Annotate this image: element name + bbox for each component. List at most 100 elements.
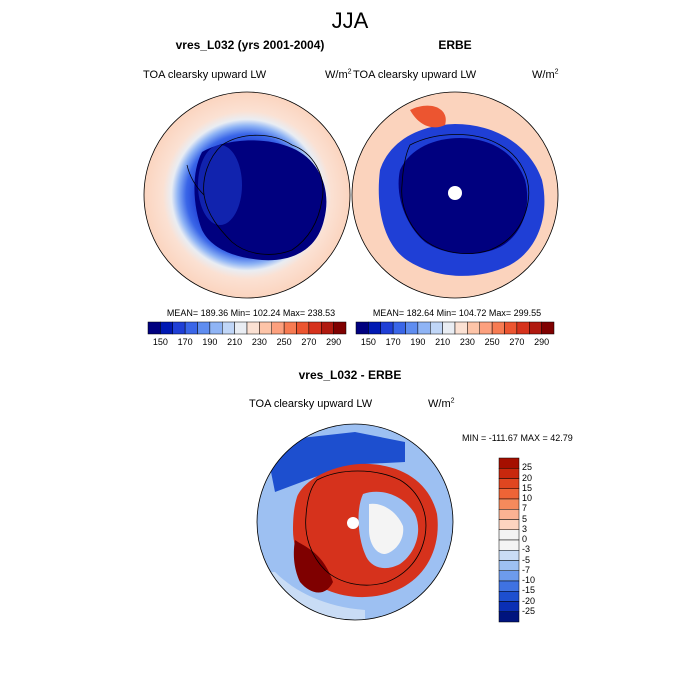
- colorbar-swatch: [234, 321, 248, 335]
- colorbar-tick-label: 230: [251, 337, 267, 347]
- panel1-stats: MEAN= 189.36 Min= 102.24 Max= 238.53: [166, 308, 336, 318]
- colorbar-swatch: [417, 321, 431, 335]
- colorbar-swatch: [380, 321, 394, 335]
- colorbar-swatch: [209, 321, 223, 335]
- panel2-warm-patch: [410, 105, 446, 128]
- panel2-units: W/m2: [532, 68, 559, 81]
- panel3-variable: TOA clearsky upward LW: [249, 398, 373, 410]
- colorbar-swatch: [498, 509, 520, 520]
- colorbar-tick-label: 230: [459, 337, 475, 347]
- colorbar-swatch: [479, 321, 493, 335]
- colorbar-swatch: [498, 591, 520, 602]
- colorbar-tick-label: 0: [522, 534, 528, 544]
- colorbar-swatch: [259, 321, 272, 335]
- colorbar-tick-label: 190: [202, 337, 218, 347]
- colorbar-tick-label: 190: [410, 337, 426, 347]
- colorbar-tick-label: -3: [522, 544, 531, 555]
- panel3-title: vres_L032 - ERBE: [298, 368, 402, 382]
- panel3-colorbar: [498, 457, 520, 623]
- panel3-colorbar-labels: 25 20 15 10 7 5 3 0 -3 -5 -7 -10 -15 -20 -25: [522, 458, 552, 622]
- colorbar-swatch: [467, 321, 480, 335]
- colorbar-swatch: [504, 321, 518, 335]
- colorbar-swatch: [498, 457, 520, 469]
- colorbar-tick-label: 210: [435, 337, 451, 347]
- colorbar-tick-label: 270: [509, 337, 525, 347]
- colorbar-tick-label: 210: [227, 337, 243, 347]
- colorbar-tick-label: -10: [522, 575, 536, 585]
- colorbar-tick-label: 7: [522, 503, 528, 514]
- panel1-map: [143, 91, 351, 299]
- colorbar-swatch: [498, 560, 520, 571]
- panel1-map-border: [143, 91, 351, 299]
- colorbar-swatch: [321, 321, 334, 335]
- panel2-antarctica-coastline: [401, 134, 530, 254]
- colorbar-tick-label: -15: [522, 585, 536, 596]
- panel2-colorbar: [355, 321, 555, 335]
- colorbar-swatch: [283, 321, 297, 335]
- colorbar-swatch: [498, 611, 520, 623]
- panel1-units: W/m2: [325, 68, 352, 81]
- figure-title: JJA: [331, 8, 369, 33]
- colorbar-swatch: [498, 468, 520, 479]
- panel2-interior: [398, 138, 528, 255]
- panel1-colorbar: [147, 321, 347, 335]
- colorbar-tick-label: 150: [360, 337, 376, 347]
- colorbar-swatch: [271, 321, 285, 335]
- panel3-units: W/m2: [428, 397, 455, 410]
- colorbar-swatch: [498, 550, 520, 561]
- colorbar-tick-label: 25: [522, 462, 533, 473]
- panel1-title: vres_L032 (yrs 2001-2004): [175, 38, 325, 52]
- colorbar-swatch: [498, 478, 520, 489]
- colorbar-swatch: [184, 321, 198, 335]
- colorbar-tick-label: 150: [152, 337, 168, 347]
- colorbar-tick-label: 20: [522, 472, 533, 483]
- colorbar-swatch: [498, 529, 520, 541]
- colorbar-swatch: [296, 321, 310, 335]
- colorbar-swatch: [246, 321, 260, 335]
- colorbar-tick-label: 250: [276, 337, 292, 347]
- colorbar-tick-label: -20: [522, 595, 536, 606]
- colorbar-tick-label: 170: [177, 337, 193, 347]
- panel3-stats: MIN = -111.67 MAX = 42.79: [462, 433, 573, 443]
- colorbar-tick-label: 5: [522, 513, 528, 524]
- panel1-antarctica-coastline: [203, 134, 324, 255]
- colorbar-swatch: [516, 321, 530, 335]
- colorbar-swatch: [333, 321, 347, 335]
- panel2-colorbar-labels: 150 170 190 210 230 250 270 290: [356, 337, 554, 349]
- colorbar-swatch: [405, 321, 419, 335]
- colorbar-tick-label: 3: [522, 523, 528, 534]
- panel1-variable: TOA clearsky upward LW: [143, 69, 267, 81]
- colorbar-swatch: [498, 601, 520, 612]
- colorbar-swatch: [308, 321, 322, 335]
- colorbar-tick-label: 170: [385, 337, 401, 347]
- colorbar-tick-label: 10: [522, 493, 533, 503]
- colorbar-swatch: [498, 498, 520, 510]
- panel3-antarctica-coastline: [305, 470, 427, 586]
- colorbar-tick-label: -25: [522, 605, 536, 616]
- colorbar-tick-label: -5: [522, 554, 531, 565]
- colorbar-swatch: [368, 321, 381, 335]
- colorbar-swatch: [498, 580, 520, 592]
- colorbar-swatch: [498, 488, 520, 500]
- colorbar-swatch: [355, 321, 369, 335]
- colorbar-swatch: [541, 321, 555, 335]
- colorbar-swatch: [147, 321, 161, 335]
- panel3-map: [256, 423, 454, 621]
- colorbar-swatch: [442, 321, 456, 335]
- panel3-map-border: [256, 423, 454, 621]
- panel2-pole-hole: [448, 186, 462, 200]
- panel2-title: ERBE: [438, 38, 472, 52]
- panel2-map: [351, 91, 559, 299]
- colorbar-swatch: [430, 321, 443, 335]
- colorbar-tick-label: -7: [522, 564, 531, 575]
- panel1-peninsula: [186, 164, 205, 196]
- panel3-cold-band-north: [265, 432, 405, 492]
- panel3-pole-hole: [347, 517, 359, 529]
- colorbar-swatch: [498, 570, 520, 582]
- colorbar-tick-label: 290: [326, 337, 342, 347]
- panel3-warm-core: [293, 540, 333, 593]
- colorbar-tick-label: 15: [522, 482, 533, 493]
- colorbar-tick-label: 250: [484, 337, 500, 347]
- colorbar-swatch: [454, 321, 468, 335]
- colorbar-tick-label: 290: [534, 337, 550, 347]
